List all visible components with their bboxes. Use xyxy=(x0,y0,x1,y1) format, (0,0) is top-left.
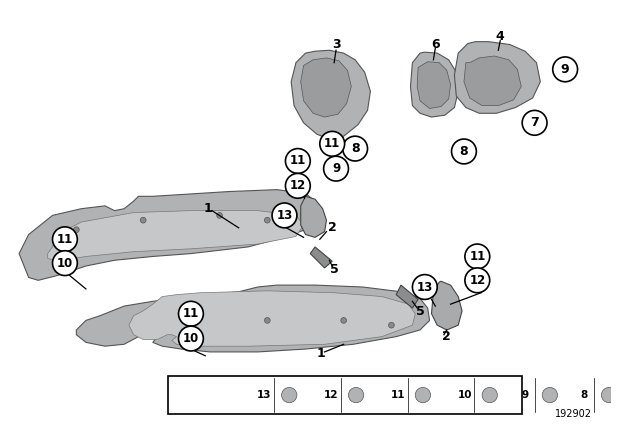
Polygon shape xyxy=(291,50,371,139)
Polygon shape xyxy=(454,42,540,113)
Text: 13: 13 xyxy=(257,390,272,400)
Text: 11: 11 xyxy=(469,250,485,263)
Circle shape xyxy=(52,227,77,252)
Text: 10: 10 xyxy=(183,332,199,345)
Text: 9: 9 xyxy=(332,162,340,175)
Text: 1: 1 xyxy=(204,202,212,215)
Text: 5: 5 xyxy=(330,263,339,276)
Text: 11: 11 xyxy=(183,307,199,320)
Circle shape xyxy=(140,217,146,223)
Circle shape xyxy=(415,388,431,403)
Text: 10: 10 xyxy=(458,390,472,400)
Circle shape xyxy=(285,173,310,198)
Circle shape xyxy=(553,57,577,82)
Circle shape xyxy=(324,156,348,181)
Circle shape xyxy=(452,139,476,164)
Text: 2: 2 xyxy=(328,221,337,234)
Circle shape xyxy=(188,322,194,328)
Text: 12: 12 xyxy=(324,390,339,400)
Text: 6: 6 xyxy=(431,38,440,51)
Text: 8: 8 xyxy=(460,145,468,158)
Circle shape xyxy=(74,227,79,233)
Text: 3: 3 xyxy=(332,38,340,51)
Polygon shape xyxy=(464,56,521,106)
Circle shape xyxy=(482,388,497,403)
Circle shape xyxy=(465,268,490,293)
Circle shape xyxy=(52,251,77,276)
Text: 8: 8 xyxy=(351,142,360,155)
Circle shape xyxy=(465,244,490,269)
Polygon shape xyxy=(301,196,326,237)
Circle shape xyxy=(388,322,394,328)
Circle shape xyxy=(602,388,617,403)
Text: 192902: 192902 xyxy=(555,409,592,419)
Text: 8: 8 xyxy=(580,390,588,400)
Text: 12: 12 xyxy=(290,179,306,192)
Text: 11: 11 xyxy=(57,233,73,246)
Text: 12: 12 xyxy=(469,274,485,287)
Bar xyxy=(168,376,522,414)
Text: 11: 11 xyxy=(290,155,306,168)
Text: 4: 4 xyxy=(496,30,504,43)
Circle shape xyxy=(341,318,346,323)
Polygon shape xyxy=(431,281,462,330)
Text: 13: 13 xyxy=(417,280,433,293)
Circle shape xyxy=(272,203,297,228)
Polygon shape xyxy=(417,62,451,108)
Polygon shape xyxy=(396,285,418,308)
Text: 10: 10 xyxy=(57,257,73,270)
Polygon shape xyxy=(129,291,415,346)
Circle shape xyxy=(282,388,297,403)
Polygon shape xyxy=(48,211,303,261)
Text: 5: 5 xyxy=(415,306,424,319)
Text: 1: 1 xyxy=(316,347,325,360)
Polygon shape xyxy=(301,58,351,117)
Circle shape xyxy=(285,149,310,173)
Circle shape xyxy=(320,131,344,156)
Text: 7: 7 xyxy=(530,116,539,129)
Circle shape xyxy=(542,388,557,403)
Circle shape xyxy=(179,326,204,351)
Polygon shape xyxy=(76,285,429,352)
Circle shape xyxy=(412,275,437,299)
Circle shape xyxy=(179,302,204,326)
Text: 9: 9 xyxy=(522,390,529,400)
Text: 11: 11 xyxy=(324,137,340,151)
Text: 2: 2 xyxy=(442,330,451,343)
Circle shape xyxy=(264,318,270,323)
Circle shape xyxy=(217,212,223,218)
Text: 13: 13 xyxy=(276,209,292,222)
Text: 11: 11 xyxy=(391,390,405,400)
Polygon shape xyxy=(410,52,458,117)
Circle shape xyxy=(342,136,367,161)
Circle shape xyxy=(522,110,547,135)
Polygon shape xyxy=(19,190,315,280)
Polygon shape xyxy=(310,247,332,268)
Circle shape xyxy=(348,388,364,403)
Circle shape xyxy=(264,217,270,223)
Text: 9: 9 xyxy=(561,63,570,76)
